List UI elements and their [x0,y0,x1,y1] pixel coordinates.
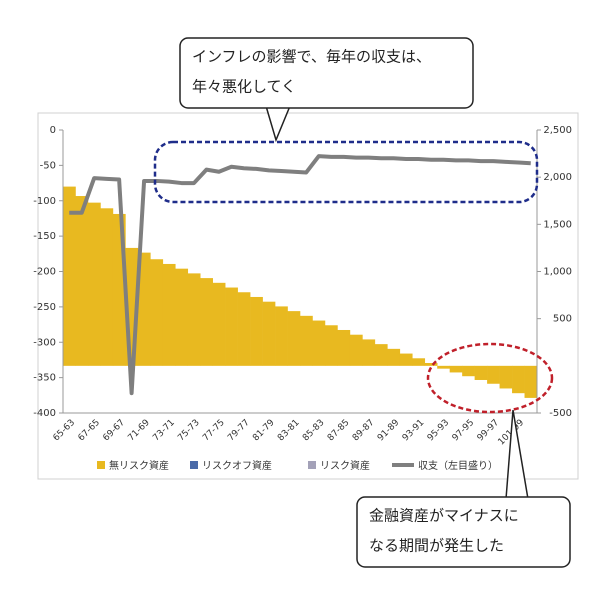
y-tick-label: -150 [33,231,56,242]
bar [225,287,238,366]
legend-swatch [190,461,198,469]
bar [250,296,263,366]
bar [374,344,388,366]
y-tick-label: 0 [50,125,56,136]
y2-tick-label: 1,000 [543,267,572,278]
y2-tick-label: 2,500 [543,125,572,136]
callout-tail [265,105,291,143]
bar [63,186,76,366]
y-tick-label: -350 [33,373,56,384]
highlight-ellipse [426,342,554,414]
callout-text: 金融資産がマイナスに [369,507,519,525]
bar [162,263,176,366]
legend-label: リスク資産 [320,459,370,472]
bar [212,282,226,366]
bar [487,365,500,384]
y-tick-label: -250 [33,302,56,313]
bar [437,365,450,369]
bar [424,363,438,366]
y2-tick-label: 2,000 [543,172,572,183]
bar [499,365,513,389]
bar [324,325,338,366]
bar [237,292,251,366]
y-tick-label: -400 [33,408,56,419]
bar [75,196,89,366]
bar [362,339,376,366]
bar [87,202,101,366]
bar [337,329,351,366]
bar [287,311,301,366]
legend-swatch [97,461,105,469]
bar [275,306,288,366]
legend-label: 無リスク資産 [109,459,169,472]
y-tick-label: -300 [33,337,56,348]
y2-tick-label: -500 [549,408,572,419]
legend-label: リスクオフ資産 [202,459,272,472]
bar [137,252,151,366]
callout-text: インフレの影響で、毎年の収支は、 [192,48,431,66]
legend-swatch [308,461,316,469]
bar [312,320,326,366]
line [69,154,531,396]
highlight-box [153,140,539,204]
bar [462,365,475,377]
callout-tail [505,409,529,500]
y-tick-label: -100 [33,196,56,207]
bar [449,365,463,373]
y2-tick-label: 1,500 [543,219,572,230]
bar [175,268,189,366]
callout-box [179,37,474,109]
bar [474,365,488,380]
y2-tick-label: 500 [553,314,572,325]
bar [412,358,426,366]
callout-box [356,496,571,568]
bar [300,315,313,366]
y-tick-label: -200 [33,267,56,278]
callout-text: 年々悪化してく [192,78,296,96]
callout-text: なる期間が発生した [369,537,504,555]
bar [187,273,201,366]
bar [399,353,413,366]
bar [349,334,363,366]
bar [150,259,164,366]
bar [262,301,276,366]
y-tick-label: -50 [40,160,56,171]
legend-label: 収支（左目盛り） [418,459,498,472]
bar [524,365,538,398]
bar [387,348,401,366]
bar [100,208,114,366]
bar [200,278,213,366]
bar [512,365,525,394]
